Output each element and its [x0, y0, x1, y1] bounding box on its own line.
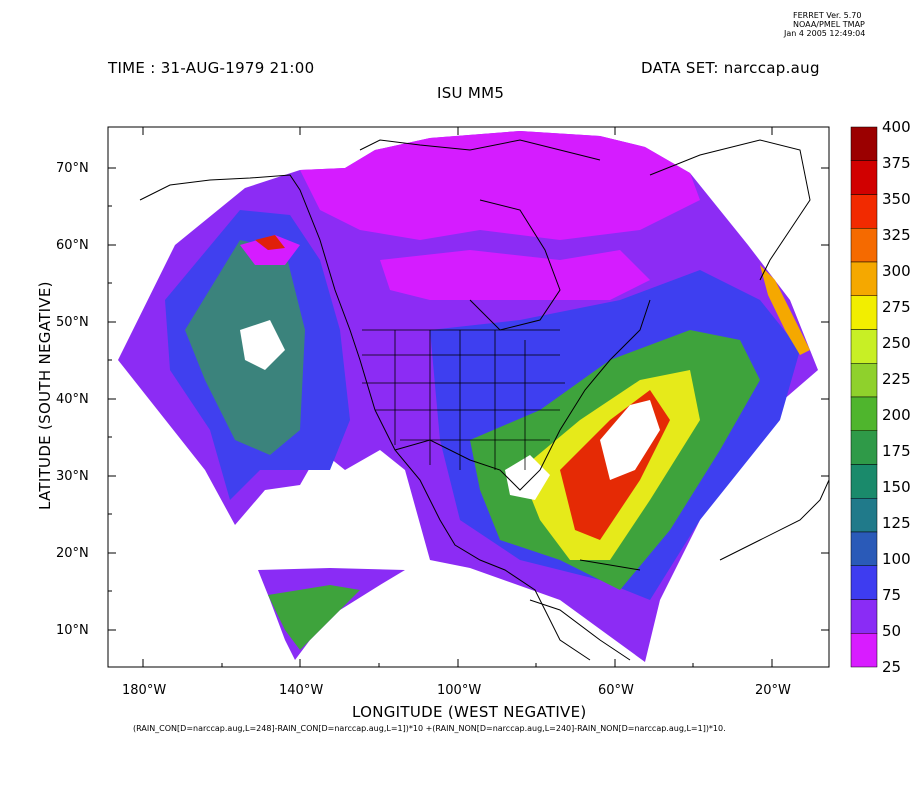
colorbar-label: 300 [882, 262, 911, 280]
coastlines [139, 139, 829, 661]
colorbar-swatch [850, 363, 878, 398]
colorbar-swatch [850, 295, 878, 330]
ferret-org: NOAA/PMEL TMAP [793, 20, 865, 29]
dataset-label: DATA SET: narccap.aug [641, 59, 820, 77]
formula-text: (RAIN_CON[D=narccap.aug,L=248]-RAIN_CON[… [133, 724, 726, 733]
state-borders [362, 329, 565, 470]
colorbar-swatch [850, 531, 878, 566]
ytick-70n: 70°N [56, 161, 89, 176]
colorbar-swatch [850, 194, 878, 229]
colorbar-label: 200 [882, 406, 911, 424]
xtick-20w: 20°W [755, 683, 791, 698]
colorbar [850, 126, 878, 668]
colorbar-label: 375 [882, 154, 911, 172]
ytick-50n: 50°N [56, 315, 89, 330]
ytick-10n: 10°N [56, 623, 89, 638]
ferret-version: FERRET Ver. 5.70 [793, 11, 862, 20]
colorbar-label: 150 [882, 478, 911, 496]
colorbar-swatch [850, 329, 878, 364]
x-axis-title: LONGITUDE (WEST NEGATIVE) [352, 703, 587, 721]
colorbar-swatch [850, 396, 878, 431]
precip-field [118, 131, 818, 662]
colorbar-label: 175 [882, 442, 911, 460]
xtick-180w: 180°W [122, 683, 167, 698]
ferret-date: Jan 4 2005 12:49:04 [784, 29, 866, 38]
colorbar-swatch [850, 498, 878, 533]
colorbar-label: 275 [882, 298, 911, 316]
colorbar-label: 225 [882, 370, 911, 388]
colorbar-swatch [850, 565, 878, 600]
colorbar-label: 350 [882, 190, 911, 208]
ytick-40n: 40°N [56, 392, 89, 407]
plot-title: ISU MM5 [437, 84, 505, 102]
colorbar-swatch [850, 228, 878, 263]
precip-greenland-edge [760, 265, 810, 355]
xtick-140w: 140°W [279, 683, 324, 698]
plot-frame [107, 126, 830, 668]
colorbar-label: 125 [882, 514, 911, 532]
precip-atlantic-white [600, 400, 660, 480]
colorbar-label: 250 [882, 334, 911, 352]
precip-arctic [300, 131, 700, 240]
colorbar-swatch [850, 464, 878, 499]
y-axis-title: LATITUDE (SOUTH NEGATIVE) [36, 281, 54, 510]
precip-west-white [240, 320, 285, 370]
precip-gulfofak [240, 235, 300, 265]
colorbar-swatch [850, 599, 878, 634]
colorbar-label: 400 [882, 118, 911, 136]
colorbar-label: 325 [882, 226, 911, 244]
xtick-60w: 60°W [598, 683, 634, 698]
colorbar-label: 100 [882, 550, 911, 568]
colorbar-swatch [850, 430, 878, 465]
colorbar-label: 25 [882, 658, 902, 676]
ytick-60n: 60°N [56, 238, 89, 253]
ytick-20n: 20°N [56, 546, 89, 561]
colorbar-swatch [850, 160, 878, 195]
colorbar-swatch [850, 126, 878, 161]
precip-gulf-white [505, 455, 550, 500]
ytick-30n: 30°N [56, 469, 89, 484]
precip-alaska-red [255, 235, 285, 250]
time-label: TIME : 31-AUG-1979 21:00 [108, 59, 315, 77]
colorbar-swatch [850, 633, 878, 668]
axis-ticks [108, 127, 829, 667]
colorbar-label: 50 [882, 622, 902, 640]
precip-arctic-2 [380, 250, 650, 300]
colorbar-label: 75 [882, 586, 902, 604]
colorbar-swatch [850, 261, 878, 296]
precip-south-green [268, 585, 360, 650]
xtick-100w: 100°W [437, 683, 482, 698]
